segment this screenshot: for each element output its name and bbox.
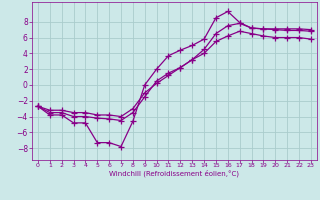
X-axis label: Windchill (Refroidissement éolien,°C): Windchill (Refroidissement éolien,°C) — [109, 170, 239, 177]
